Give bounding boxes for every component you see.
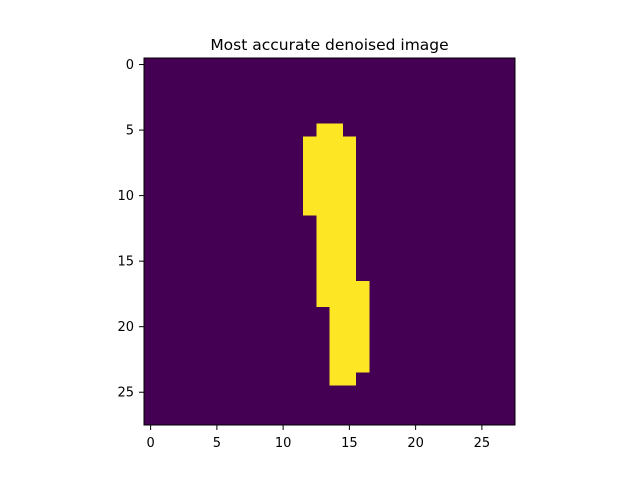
heatmap-cell-run [329,307,370,321]
y-axis-tick-label: 25 [117,386,134,401]
heatmap-cell-run [303,175,356,190]
heatmap-cell-run [329,320,370,334]
x-axis-tick-label: 5 [213,436,221,451]
x-axis-tick-label: 0 [146,436,154,451]
heatmap-cell-run [316,241,356,255]
x-axis-tick-label: 20 [407,436,424,451]
heatmap-cell-run [303,189,356,203]
heatmap-cell-run [329,346,370,360]
heatmap-cell-run [316,267,356,281]
heatmap-cell-run [329,372,356,386]
x-axis-tick-label: 10 [275,436,292,451]
heatmap-cell-run [316,215,356,229]
heatmap-cell-run [316,228,356,242]
y-axis-tick-label: 20 [117,320,134,335]
heatmap-cell-run [316,123,343,137]
y-axis-tick-label: 5 [126,124,134,139]
heatmap-cell-run [303,136,356,150]
y-axis-tick-label: 15 [117,255,134,270]
chart-title: Most accurate denoised image [210,36,448,54]
heatmap-cell-run [316,293,370,308]
heatmap-cell-run [329,333,370,347]
heatmap-cell-run [303,162,356,176]
heatmap-cell-run [303,202,356,216]
plot-area [144,58,515,425]
heatmap-cell-run [329,359,370,373]
x-axis-tick-label: 15 [341,436,358,451]
heatmap-cell-run [303,149,356,163]
y-axis-tick-label: 0 [126,58,134,73]
x-axis-tick-label: 25 [474,436,491,451]
y-axis-tick-label: 10 [117,189,134,204]
plot-frame [143,57,516,426]
heatmap-cell-run [316,254,356,268]
heatmap-cell-run [316,280,370,294]
